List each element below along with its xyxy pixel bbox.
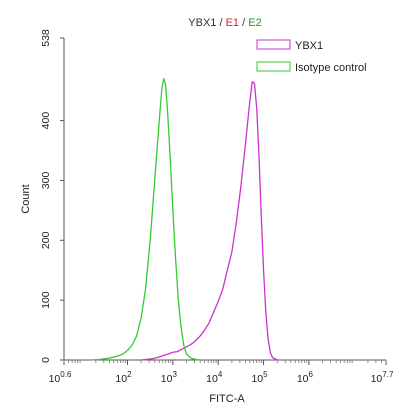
y-tick-label: 538 [40,29,52,47]
x-tick-exponent: 2 [127,370,132,379]
x-tick-label: 104 [206,370,223,385]
chart-title: YBX1 / E1 / E2 [188,17,261,29]
x-tick-exponent: 3 [172,370,177,379]
x-tick-label: 102 [115,370,132,385]
legend-label-isotype: Isotype control [295,62,367,74]
chart-title-part: / [239,17,248,29]
x-tick-label: 103 [161,370,178,385]
x-tick-exponent: 6 [309,370,314,379]
series-line-ybx1 [141,81,278,361]
y-tick-label: 100 [40,291,52,309]
x-axis-label: FITC-A [209,393,245,405]
x-tick-label: 100.6 [49,370,72,385]
x-axis-ticks: 100.6 102 103 104 105 106 107.7 [49,360,394,385]
series-line-isotype-control [91,78,201,361]
x-tick-base: 10 [206,373,218,385]
x-tick-exponent: 7.7 [382,370,394,379]
x-tick-label: 106 [297,370,314,385]
x-tick-base: 10 [161,373,173,385]
legend: YBX1 Isotype control [256,39,367,74]
y-tick-label: 0 [40,357,52,363]
x-tick-exponent: 5 [263,370,268,379]
chart-title-part: / [216,17,225,29]
legend-swatch-ybx1 [256,39,291,50]
x-tick-exponent: 0.6 [60,370,72,379]
y-axis-ticks: 0 100 200 300 400 538 [40,29,64,363]
y-axis-label: Count [20,184,32,213]
series-lines [91,78,278,361]
y-tick-label: 400 [40,112,52,130]
x-tick-base: 10 [49,373,61,385]
y-tick-label: 300 [40,172,52,190]
x-tick-base: 10 [251,373,263,385]
x-tick-label: 107.7 [371,370,394,385]
legend-swatch-isotype [256,61,291,72]
chart-title-part: E1 [226,17,239,29]
x-tick-label: 105 [251,370,268,385]
x-tick-exponent: 4 [218,370,223,379]
x-tick-base: 10 [297,373,309,385]
chart-title-part: E2 [248,17,261,29]
x-tick-base: 10 [371,373,383,385]
chart-title-part: YBX1 [188,17,216,29]
x-tick-base: 10 [115,373,127,385]
y-tick-label: 200 [40,231,52,249]
legend-label-ybx1: YBX1 [295,40,323,52]
